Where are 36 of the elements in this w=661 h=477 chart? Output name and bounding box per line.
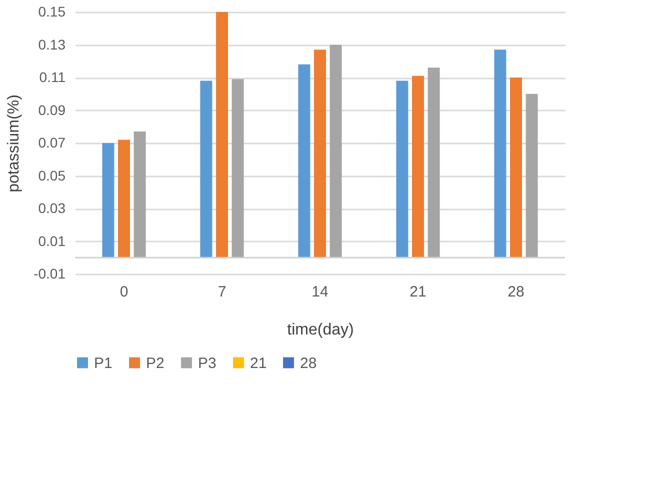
y-tick-label: 0.01 xyxy=(38,232,66,249)
x-tick-label: 0 xyxy=(120,284,128,300)
legend-label: 28 xyxy=(300,354,317,372)
y-tick-label: 0.15 xyxy=(38,4,66,20)
bar xyxy=(232,79,244,258)
y-tick-label: 0.09 xyxy=(38,102,66,118)
bar xyxy=(216,12,228,258)
x-tick-label: 7 xyxy=(218,284,226,300)
bar xyxy=(118,140,130,258)
y-tick-label: 0.13 xyxy=(38,36,66,52)
x-axis-title: time(day) xyxy=(287,322,354,338)
legend-label: P1 xyxy=(94,354,112,372)
x-tick-label: 14 xyxy=(312,284,328,300)
y-tick-label: 0.07 xyxy=(38,134,66,150)
y-tick-label: 0.05 xyxy=(38,167,66,184)
bar xyxy=(134,132,146,258)
bar xyxy=(412,76,424,258)
bar xyxy=(102,143,114,258)
bar xyxy=(526,94,538,258)
legend-label: P2 xyxy=(146,354,164,372)
legend-label: 21 xyxy=(250,354,267,372)
bar xyxy=(330,44,342,258)
y-tick-label: -0.01 xyxy=(34,266,66,282)
bar xyxy=(510,78,522,258)
y-tick-label: 0.03 xyxy=(38,200,66,216)
bar xyxy=(396,80,408,258)
y-tick-label: 0.11 xyxy=(39,69,66,85)
bar xyxy=(314,50,326,258)
y-axis-title: potassium(%) xyxy=(6,94,23,192)
bar xyxy=(494,50,506,258)
x-tick-label: 28 xyxy=(508,284,524,300)
x-tick-label: 21 xyxy=(410,284,426,300)
bar xyxy=(428,68,440,258)
bar xyxy=(200,80,212,258)
legend-label: P3 xyxy=(198,354,216,372)
bar xyxy=(298,64,310,258)
